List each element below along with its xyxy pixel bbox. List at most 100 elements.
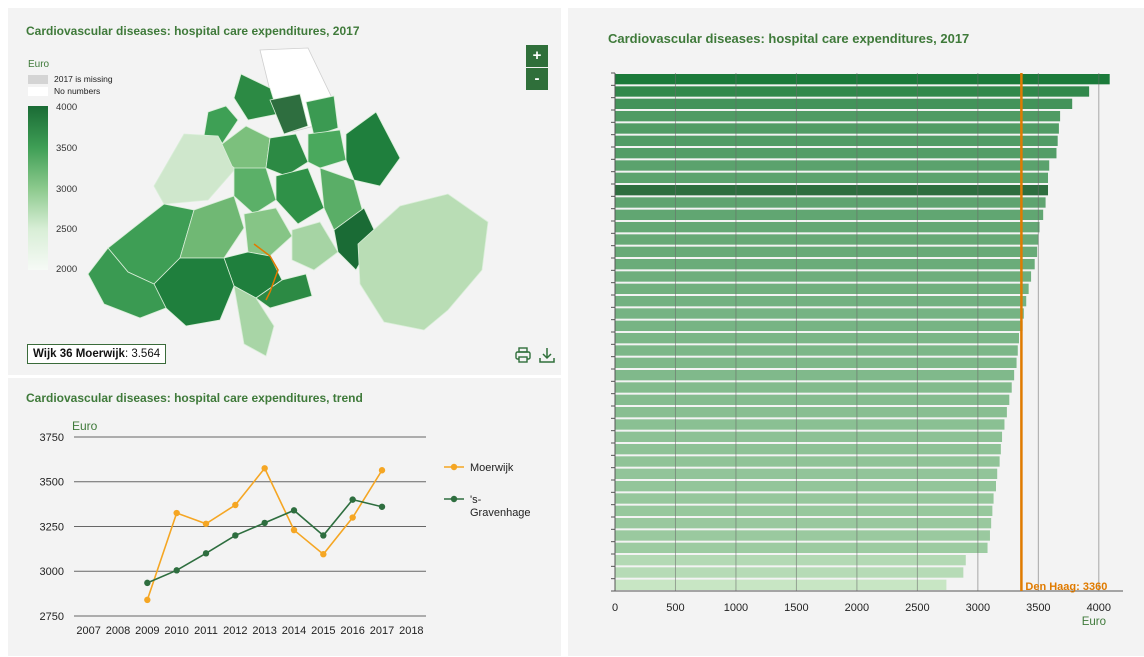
- ranking-bar[interactable]: [615, 160, 1050, 171]
- ranking-bar[interactable]: [615, 185, 1049, 196]
- trend-point[interactable]: [320, 551, 327, 558]
- trend-point[interactable]: [349, 496, 356, 503]
- map-district[interactable]: [179, 195, 245, 259]
- ranking-bar[interactable]: [615, 370, 1015, 381]
- trend-point[interactable]: [349, 514, 356, 521]
- ranking-bar[interactable]: [615, 246, 1038, 257]
- ranking-bar[interactable]: [615, 468, 998, 479]
- legend-scale-label: 3000: [56, 184, 78, 195]
- trend-point[interactable]: [144, 579, 151, 587]
- legend-color-ramp: [28, 106, 48, 270]
- map-district[interactable]: [233, 167, 277, 215]
- ranking-bar[interactable]: [615, 296, 1027, 307]
- trend-line-chart: Euro 2750 3000 3250 3500 3750 2007 2008 2009 20…: [40, 419, 531, 637]
- ranking-bar[interactable]: [615, 98, 1073, 109]
- ranking-bar[interactable]: [615, 111, 1061, 122]
- trend-title: Cardiovascular diseases: hospital care e…: [26, 391, 363, 405]
- map-district[interactable]: [87, 247, 167, 319]
- zoom-in-button[interactable]: +: [526, 45, 548, 67]
- ranking-bar[interactable]: [615, 530, 990, 541]
- ranking-bar[interactable]: [615, 74, 1110, 85]
- map-district[interactable]: [291, 221, 339, 271]
- map-district[interactable]: [345, 111, 401, 187]
- ranking-bar[interactable]: [615, 481, 996, 492]
- ranking-bar[interactable]: [615, 271, 1032, 282]
- ranking-bar[interactable]: [615, 407, 1007, 418]
- trend-point[interactable]: [202, 550, 210, 557]
- map-district[interactable]: [305, 95, 339, 137]
- trend-point[interactable]: [290, 526, 298, 534]
- ranking-bar[interactable]: [615, 234, 1039, 245]
- ranking-bar[interactable]: [615, 172, 1049, 183]
- print-icon[interactable]: [514, 346, 532, 364]
- zoom-out-button[interactable]: -: [526, 68, 548, 90]
- trend-point[interactable]: [378, 503, 386, 510]
- ranking-bar[interactable]: [615, 419, 1005, 430]
- map-district[interactable]: [269, 93, 309, 135]
- ranking-bar[interactable]: [615, 555, 966, 566]
- map-district[interactable]: [357, 193, 489, 331]
- trend-point[interactable]: [202, 520, 210, 527]
- trend-point[interactable]: [378, 467, 386, 474]
- ranking-bar[interactable]: [615, 579, 947, 590]
- trend-xtick-label: 2007: [76, 625, 100, 637]
- selected-area-name: Wijk 36 Moerwijk: [33, 348, 125, 360]
- legend-scale-label: 2000: [56, 264, 78, 275]
- bar-xtick-label: 4000: [1087, 602, 1111, 614]
- trend-point[interactable]: [261, 465, 268, 472]
- trend-point[interactable]: [320, 532, 327, 539]
- ranking-bar[interactable]: [615, 308, 1024, 319]
- ranking-bar[interactable]: [615, 333, 1019, 344]
- ranking-bar[interactable]: [615, 197, 1046, 208]
- ranking-bar[interactable]: [615, 123, 1059, 134]
- legend-scale-label: 2500: [56, 224, 78, 235]
- ranking-bar[interactable]: [615, 345, 1018, 356]
- ranking-bar[interactable]: [615, 259, 1035, 270]
- ranking-bar[interactable]: [615, 456, 1000, 467]
- map-district[interactable]: [275, 167, 325, 225]
- trend-point[interactable]: [144, 596, 151, 604]
- trend-xtick-label: 2010: [164, 625, 188, 637]
- map-district[interactable]: [233, 285, 275, 357]
- trend-point[interactable]: [232, 532, 239, 539]
- map-district[interactable]: [243, 207, 293, 257]
- map-district[interactable]: [153, 257, 235, 327]
- ranking-bar[interactable]: [615, 209, 1044, 220]
- trend-legend-label[interactable]: Moerwijk: [470, 462, 514, 474]
- map-district[interactable]: [255, 273, 313, 309]
- ranking-bar[interactable]: [615, 135, 1058, 146]
- trend-point[interactable]: [290, 507, 298, 514]
- ranking-bar[interactable]: [615, 148, 1057, 159]
- ranking-bar[interactable]: [615, 382, 1012, 393]
- ranking-bar[interactable]: [615, 86, 1090, 97]
- choropleth-map[interactable]: [8, 8, 561, 375]
- ranking-bar[interactable]: [615, 283, 1029, 294]
- ranking-bar[interactable]: [615, 567, 964, 578]
- ranking-bar[interactable]: [615, 222, 1040, 233]
- ranking-bar[interactable]: [615, 444, 1001, 455]
- map-district[interactable]: [307, 129, 347, 169]
- download-icon[interactable]: [538, 346, 556, 364]
- ranking-bar[interactable]: [615, 518, 992, 529]
- selected-area-value: 3.564: [131, 348, 161, 360]
- ranking-bar[interactable]: [615, 542, 988, 553]
- map-district[interactable]: [233, 73, 279, 121]
- trend-point[interactable]: [173, 509, 180, 517]
- trend-point[interactable]: [261, 519, 268, 527]
- ranking-panel: Cardiovascular diseases: hospital care e…: [568, 8, 1144, 656]
- trend-point[interactable]: [173, 567, 180, 574]
- trend-xtick-label: 2014: [282, 625, 306, 637]
- map-district[interactable]: [265, 133, 309, 177]
- trend-legend-marker: [450, 463, 458, 471]
- ranking-bar[interactable]: [615, 505, 993, 516]
- trend-point[interactable]: [232, 501, 239, 509]
- map-district[interactable]: [203, 105, 239, 145]
- trend-legend-label[interactable]: 's-Gravenhage: [470, 494, 531, 519]
- ranking-bar[interactable]: [615, 320, 1023, 331]
- bar-xtick-label: 2000: [845, 602, 869, 614]
- map-district[interactable]: [153, 133, 237, 205]
- ranking-bar[interactable]: [615, 394, 1010, 405]
- ranking-bar[interactable]: [615, 357, 1017, 368]
- ranking-bar[interactable]: [615, 431, 1003, 442]
- ranking-bar[interactable]: [615, 493, 994, 504]
